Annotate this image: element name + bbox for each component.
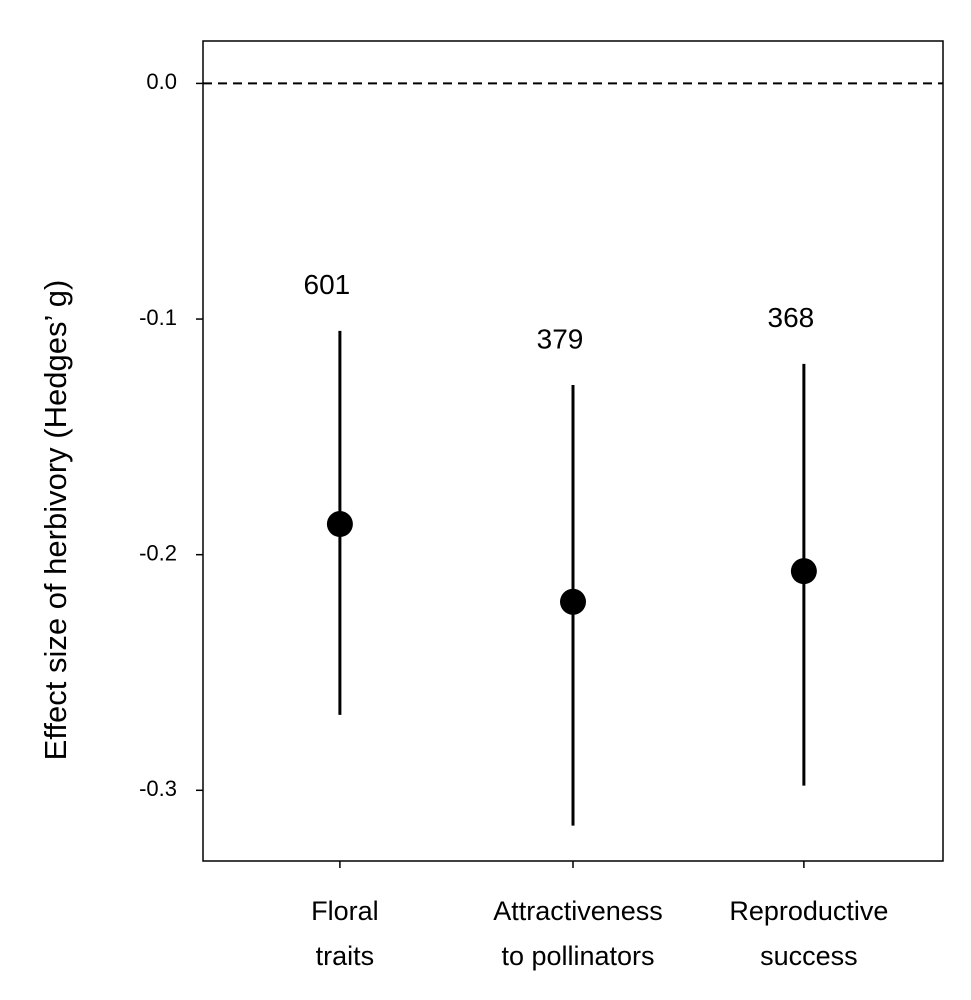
x-tick-label: Floral: [311, 896, 379, 926]
point: [326, 511, 353, 538]
x-tick-label: Reproductive: [729, 896, 888, 926]
y-tick-label: 0.0: [146, 69, 177, 94]
y-tick-label: -0.2: [139, 540, 177, 565]
x-tick-label: success: [760, 941, 858, 971]
point: [790, 558, 817, 585]
point: [560, 588, 586, 615]
sample-size-label: 368: [768, 302, 815, 333]
sample-size-label: 601: [304, 269, 351, 300]
y-tick-label: -0.3: [139, 776, 177, 801]
x-tick-label: traits: [316, 941, 375, 971]
x-tick-label: to pollinators: [501, 941, 654, 971]
y-tick-label: -0.1: [139, 305, 177, 330]
sample-size-label: 379: [537, 323, 584, 354]
y-axis-title: Effect size of herbivory (Hedges’ g): [38, 280, 73, 761]
x-tick-label: Attractiveness: [493, 896, 663, 926]
